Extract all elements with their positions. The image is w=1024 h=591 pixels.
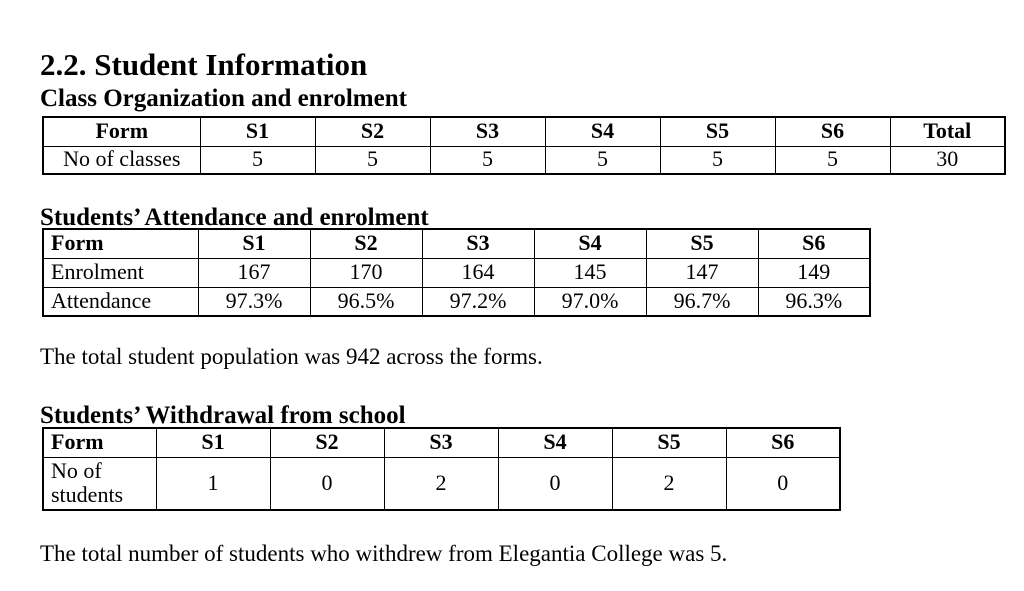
table-cell: 147: [645, 257, 759, 288]
table-cell: 5: [659, 145, 776, 175]
column-header-s5: S5: [611, 427, 727, 458]
column-header-s6: S6: [757, 228, 871, 259]
column-header-s4: S4: [533, 228, 647, 259]
table-cell: 0: [269, 456, 385, 511]
column-header-s6: S6: [725, 427, 841, 458]
column-header-form: Form: [42, 116, 201, 147]
column-header-s6: S6: [774, 116, 891, 147]
table-cell: 0: [497, 456, 613, 511]
table-cell: 2: [611, 456, 727, 511]
table-cell: 149: [757, 257, 871, 288]
table-cell: 97.0%: [533, 286, 647, 317]
table-cell: 5: [544, 145, 661, 175]
column-header-s2: S2: [269, 427, 385, 458]
row-label-no-of-classes: No of classes: [42, 145, 201, 175]
withdrawal-table: Form S1 S2 S3 S4 S5 S6 No of students 1 …: [42, 427, 841, 511]
column-header-s3: S3: [383, 427, 499, 458]
column-header-s1: S1: [155, 427, 271, 458]
table-cell: 96.3%: [757, 286, 871, 317]
table-header-row: Form S1 S2 S3 S4 S5 S6: [42, 228, 871, 259]
column-header-s4: S4: [497, 427, 613, 458]
table-cell: 164: [421, 257, 535, 288]
table-row: No of classes 5 5 5 5 5 5 30: [42, 145, 1006, 175]
table-cell: 96.7%: [645, 286, 759, 317]
table-cell: 5: [314, 145, 431, 175]
column-header-s3: S3: [421, 228, 535, 259]
table-cell: 5: [774, 145, 891, 175]
table-cell: 30: [889, 145, 1006, 175]
population-note: The total student population was 942 acr…: [40, 344, 543, 369]
column-header-s2: S2: [314, 116, 431, 147]
column-header-s4: S4: [544, 116, 661, 147]
attendance-enrolment-table: Form S1 S2 S3 S4 S5 S6 Enrolment 167 170…: [42, 228, 871, 317]
table-row: Attendance 97.3% 96.5% 97.2% 97.0% 96.7%…: [42, 286, 871, 317]
table-cell: 167: [197, 257, 311, 288]
column-header-form: Form: [42, 228, 199, 259]
column-header-total: Total: [889, 116, 1006, 147]
row-label-no-of-students: No of students: [42, 456, 157, 511]
table-cell: 5: [429, 145, 546, 175]
page-title: 2.2. Student Information: [40, 47, 368, 82]
column-header-form: Form: [42, 427, 157, 458]
column-header-s1: S1: [197, 228, 311, 259]
column-header-s1: S1: [199, 116, 316, 147]
table-row: Enrolment 167 170 164 145 147 149: [42, 257, 871, 288]
column-header-s5: S5: [659, 116, 776, 147]
table-cell: 97.2%: [421, 286, 535, 317]
table-cell: 5: [199, 145, 316, 175]
row-label-enrolment: Enrolment: [42, 257, 199, 288]
table-cell: 97.3%: [197, 286, 311, 317]
table-cell: 170: [309, 257, 423, 288]
section-heading-withdrawal: Students’ Withdrawal from school: [40, 402, 406, 429]
table-cell: 96.5%: [309, 286, 423, 317]
table-header-row: Form S1 S2 S3 S4 S5 S6: [42, 427, 841, 458]
section-heading-attendance: Students’ Attendance and enrolment: [40, 204, 429, 231]
table-cell: 1: [155, 456, 271, 511]
column-header-s5: S5: [645, 228, 759, 259]
table-cell: 0: [725, 456, 841, 511]
table-header-row: Form S1 S2 S3 S4 S5 S6 Total: [42, 116, 1006, 147]
column-header-s2: S2: [309, 228, 423, 259]
table-row: No of students 1 0 2 0 2 0: [42, 456, 841, 511]
class-organization-table: Form S1 S2 S3 S4 S5 S6 Total No of class…: [42, 116, 1006, 175]
row-label-attendance: Attendance: [42, 286, 199, 317]
column-header-s3: S3: [429, 116, 546, 147]
table-cell: 145: [533, 257, 647, 288]
section-heading-class-organization: Class Organization and enrolment: [40, 85, 407, 112]
table-cell: 2: [383, 456, 499, 511]
withdrawal-note: The total number of students who withdre…: [40, 541, 728, 566]
